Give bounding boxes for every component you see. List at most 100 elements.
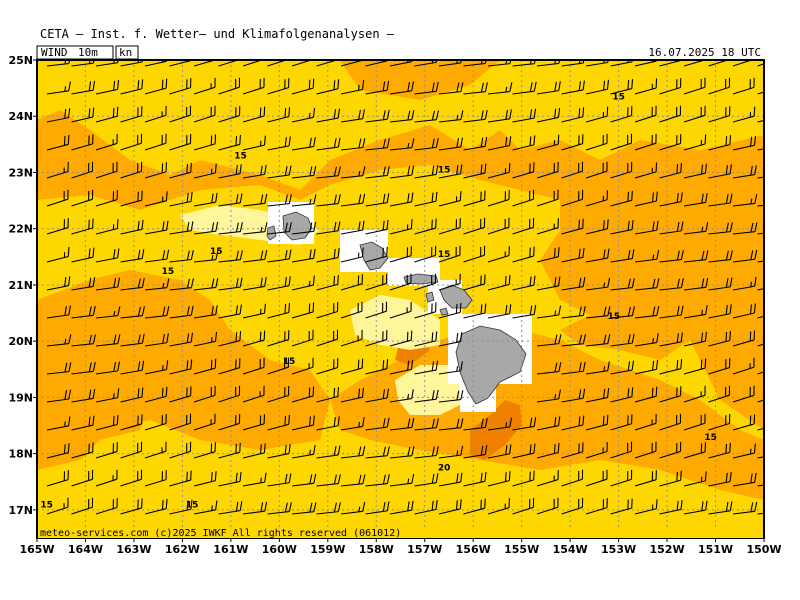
wind-barb xyxy=(708,164,732,179)
wind-barb xyxy=(340,274,364,291)
wind-barb xyxy=(414,389,439,403)
wind-barb xyxy=(316,221,341,235)
wind-barb xyxy=(71,134,94,151)
wind-barb xyxy=(316,329,339,347)
wind-barb xyxy=(708,222,733,235)
wind-barb xyxy=(291,248,316,263)
wind-barb xyxy=(316,445,341,459)
wind-barb xyxy=(144,441,167,459)
wind-barb xyxy=(634,441,657,459)
island-lanai xyxy=(425,291,435,303)
wind-barb xyxy=(95,388,120,403)
wind-barbs xyxy=(46,60,764,515)
wind-barb xyxy=(463,82,488,95)
wind-barb xyxy=(536,362,562,375)
wind-barb xyxy=(610,133,633,151)
wind-barb xyxy=(732,135,757,151)
wind-barb xyxy=(218,134,241,151)
wind-barb xyxy=(708,77,731,95)
wind-barb xyxy=(169,221,194,235)
island-kauai xyxy=(282,211,313,241)
wind-barb xyxy=(438,445,464,459)
lon-label: 164W xyxy=(68,543,103,556)
wind-barb xyxy=(340,166,366,179)
wind-barb xyxy=(757,427,764,431)
wind-barb xyxy=(683,163,707,179)
wind-barb xyxy=(585,219,609,235)
wind-barb xyxy=(120,79,144,95)
wind-barb xyxy=(414,302,437,319)
wind-barb xyxy=(242,443,266,459)
lon-label: 153W xyxy=(601,543,636,556)
wind-barb xyxy=(193,221,219,235)
wind-barb xyxy=(267,194,292,207)
wind-barb xyxy=(120,387,144,403)
wind-barb xyxy=(487,471,511,487)
wind-barb xyxy=(512,497,535,515)
wind-barb xyxy=(169,162,192,179)
wind-barb xyxy=(71,305,96,319)
wind-barb xyxy=(659,78,682,95)
wind-barb xyxy=(95,161,118,179)
wind-barb xyxy=(585,388,610,403)
wind-barb xyxy=(683,331,707,347)
wind-barb xyxy=(144,470,167,487)
wind-barb xyxy=(757,399,764,403)
wind-barb xyxy=(561,247,585,263)
wind-barb xyxy=(512,443,536,459)
wind-barb xyxy=(536,305,562,319)
contour-labels: 15 15 15 15 15 15 15 15 15 20 15 15 xyxy=(40,93,717,511)
island-molokai xyxy=(403,273,439,285)
band-10-15-region xyxy=(37,60,764,190)
wind-barb xyxy=(659,332,683,347)
wind-barb xyxy=(463,471,487,487)
wind-barb xyxy=(169,413,192,431)
wind-barb xyxy=(634,359,659,375)
wind-barb xyxy=(389,473,415,487)
wind-barb xyxy=(120,190,143,207)
wind-barb xyxy=(144,386,168,403)
wind-barb xyxy=(634,78,658,95)
wind-barb xyxy=(291,329,314,347)
lat-label: 19N xyxy=(8,391,33,404)
wind-barb xyxy=(487,417,513,431)
wind-barb xyxy=(634,333,659,347)
wind-barb xyxy=(169,78,192,95)
wind-barb xyxy=(144,249,170,263)
wind-barb xyxy=(193,442,216,459)
wind-barb xyxy=(512,108,537,123)
wind-barb xyxy=(585,361,610,375)
wind-barb xyxy=(71,388,96,403)
wind-barb xyxy=(536,161,559,179)
wind-barb xyxy=(71,107,95,123)
wind-barb xyxy=(46,362,72,375)
wind-barb xyxy=(585,161,608,179)
wind-barb xyxy=(487,217,510,235)
wind-barb xyxy=(757,315,764,319)
wind-barb xyxy=(463,418,488,431)
wind-barb xyxy=(757,288,764,291)
wind-barb xyxy=(218,501,243,515)
wind-barb xyxy=(389,359,414,375)
wind-barb xyxy=(120,306,145,319)
wind-barb xyxy=(120,161,143,179)
wind-barb xyxy=(144,306,170,319)
wind-barb xyxy=(316,274,339,291)
wind-barb xyxy=(610,106,633,123)
wind-barb xyxy=(634,499,658,515)
wind-barb xyxy=(610,387,634,403)
lat-label: 20N xyxy=(8,335,33,348)
wind-barb xyxy=(46,416,71,431)
wind-barb xyxy=(193,358,217,375)
band-20-25-region xyxy=(470,400,522,460)
wind-barb xyxy=(463,245,486,263)
wind-barb xyxy=(267,502,292,515)
wind-barb xyxy=(71,361,96,375)
wind-barb xyxy=(267,414,290,431)
wind-barb xyxy=(365,138,390,151)
wind-barb xyxy=(242,106,266,123)
wind-barb xyxy=(634,413,657,431)
lon-label: 157W xyxy=(407,543,442,556)
wind-barb xyxy=(291,415,315,431)
wind-barb xyxy=(561,334,586,347)
